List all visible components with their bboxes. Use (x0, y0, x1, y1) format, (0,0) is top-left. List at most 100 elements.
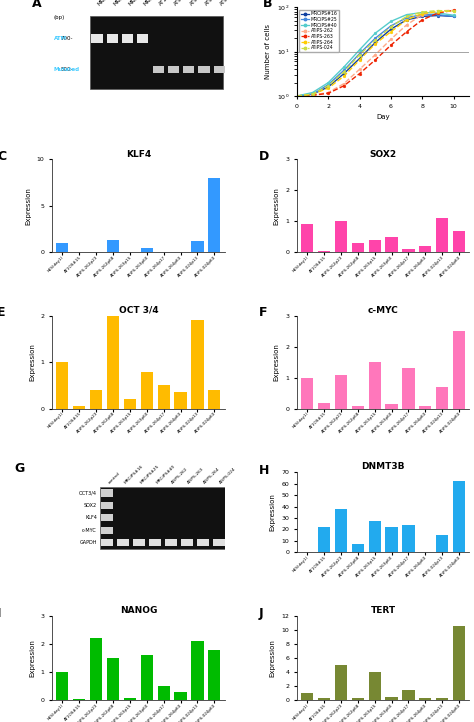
Bar (56, 243, 68, 253)
FancyBboxPatch shape (101, 527, 113, 534)
Bar (124, 697, 136, 700)
Bar (402, 525, 414, 552)
FancyBboxPatch shape (165, 539, 177, 547)
Bar (191, 321, 203, 409)
Text: I: I (0, 607, 1, 620)
Bar (318, 403, 330, 409)
FancyBboxPatch shape (122, 34, 133, 43)
Text: H: H (259, 464, 269, 477)
FancyBboxPatch shape (214, 66, 225, 73)
Bar (453, 231, 465, 253)
FancyBboxPatch shape (91, 34, 102, 43)
Title: KLF4: KLF4 (126, 149, 151, 159)
FancyBboxPatch shape (101, 514, 113, 521)
Text: c-MYC: c-MYC (82, 528, 97, 533)
Text: ATiPS-024: ATiPS-024 (219, 467, 237, 485)
Bar (369, 240, 381, 253)
Bar (335, 222, 347, 253)
Bar (352, 698, 364, 700)
Text: ATiPS-263: ATiPS-263 (189, 0, 211, 6)
Bar (157, 386, 170, 409)
Bar (419, 246, 431, 253)
Bar (335, 509, 347, 552)
Bar (208, 390, 220, 409)
Text: ATiPS-262: ATiPS-262 (171, 467, 190, 485)
Text: MRCiPS#25: MRCiPS#25 (139, 464, 160, 485)
Bar (385, 404, 398, 409)
FancyBboxPatch shape (199, 66, 210, 73)
Text: ATiPS-262: ATiPS-262 (173, 0, 196, 6)
Y-axis label: Expression: Expression (273, 187, 280, 225)
Bar (73, 699, 85, 700)
Bar (124, 399, 136, 409)
Bar (141, 248, 153, 253)
FancyBboxPatch shape (100, 487, 225, 549)
Title: NANOG: NANOG (119, 606, 157, 615)
Text: (bp): (bp) (54, 15, 65, 20)
Y-axis label: Expression: Expression (25, 187, 31, 225)
Y-axis label: Expression: Expression (29, 343, 35, 381)
FancyBboxPatch shape (101, 539, 113, 547)
Text: MRCiPS#40: MRCiPS#40 (155, 464, 176, 485)
Bar (402, 690, 414, 700)
FancyBboxPatch shape (107, 34, 118, 43)
FancyBboxPatch shape (90, 16, 223, 89)
Bar (352, 406, 364, 409)
Text: D: D (259, 150, 269, 163)
Bar (56, 362, 68, 409)
Text: E: E (0, 306, 6, 319)
Text: C: C (0, 150, 6, 163)
Bar (335, 665, 347, 700)
Bar (419, 698, 431, 700)
Bar (402, 249, 414, 253)
FancyBboxPatch shape (134, 539, 145, 547)
Title: DNMT3B: DNMT3B (361, 462, 405, 471)
Bar (436, 387, 448, 409)
FancyBboxPatch shape (182, 539, 193, 547)
Text: MRCiPS#16: MRCiPS#16 (112, 0, 137, 6)
Text: A: A (31, 0, 41, 9)
Bar (453, 331, 465, 409)
Bar (191, 641, 203, 700)
Bar (453, 482, 465, 552)
Bar (208, 650, 220, 700)
Bar (369, 362, 381, 409)
Bar (352, 243, 364, 253)
Bar (208, 178, 220, 253)
FancyBboxPatch shape (149, 539, 161, 547)
FancyBboxPatch shape (183, 66, 194, 73)
FancyBboxPatch shape (101, 490, 113, 497)
Text: KLF4: KLF4 (85, 516, 97, 521)
FancyBboxPatch shape (213, 539, 225, 547)
Bar (90, 638, 102, 700)
Bar (419, 406, 431, 409)
Bar (369, 672, 381, 700)
Text: MRCiPS#40: MRCiPS#40 (143, 0, 168, 6)
Text: AT1OS: AT1OS (158, 0, 174, 6)
Text: J: J (259, 607, 264, 620)
Legend: MRCiPS#16, MRCiPS#25, MRCiPS#40, ATiPS-262, ATiPS-263, ATiPS-264, ATiPS-024: MRCiPS#16, MRCiPS#25, MRCiPS#40, ATiPS-2… (299, 9, 339, 52)
Bar (141, 656, 153, 700)
Text: ATiPS-263: ATiPS-263 (187, 467, 205, 485)
Bar (385, 697, 398, 700)
Text: OCT3/4: OCT3/4 (79, 490, 97, 495)
Text: G: G (14, 463, 25, 476)
Bar (191, 241, 203, 253)
Bar (301, 225, 313, 253)
Bar (318, 251, 330, 253)
FancyBboxPatch shape (137, 34, 148, 43)
Text: F: F (259, 306, 267, 319)
Bar (73, 406, 85, 409)
Bar (157, 686, 170, 700)
Text: SOX2: SOX2 (84, 503, 97, 508)
Text: MRC5: MRC5 (97, 0, 111, 6)
Text: ATiPS-024: ATiPS-024 (219, 0, 242, 6)
FancyBboxPatch shape (198, 539, 209, 547)
FancyBboxPatch shape (118, 539, 129, 547)
Bar (301, 378, 313, 409)
FancyBboxPatch shape (168, 66, 179, 73)
Text: MRCiPS#16: MRCiPS#16 (123, 464, 144, 485)
Bar (352, 544, 364, 552)
Bar (174, 692, 187, 700)
Y-axis label: Number of cells: Number of cells (265, 24, 271, 79)
